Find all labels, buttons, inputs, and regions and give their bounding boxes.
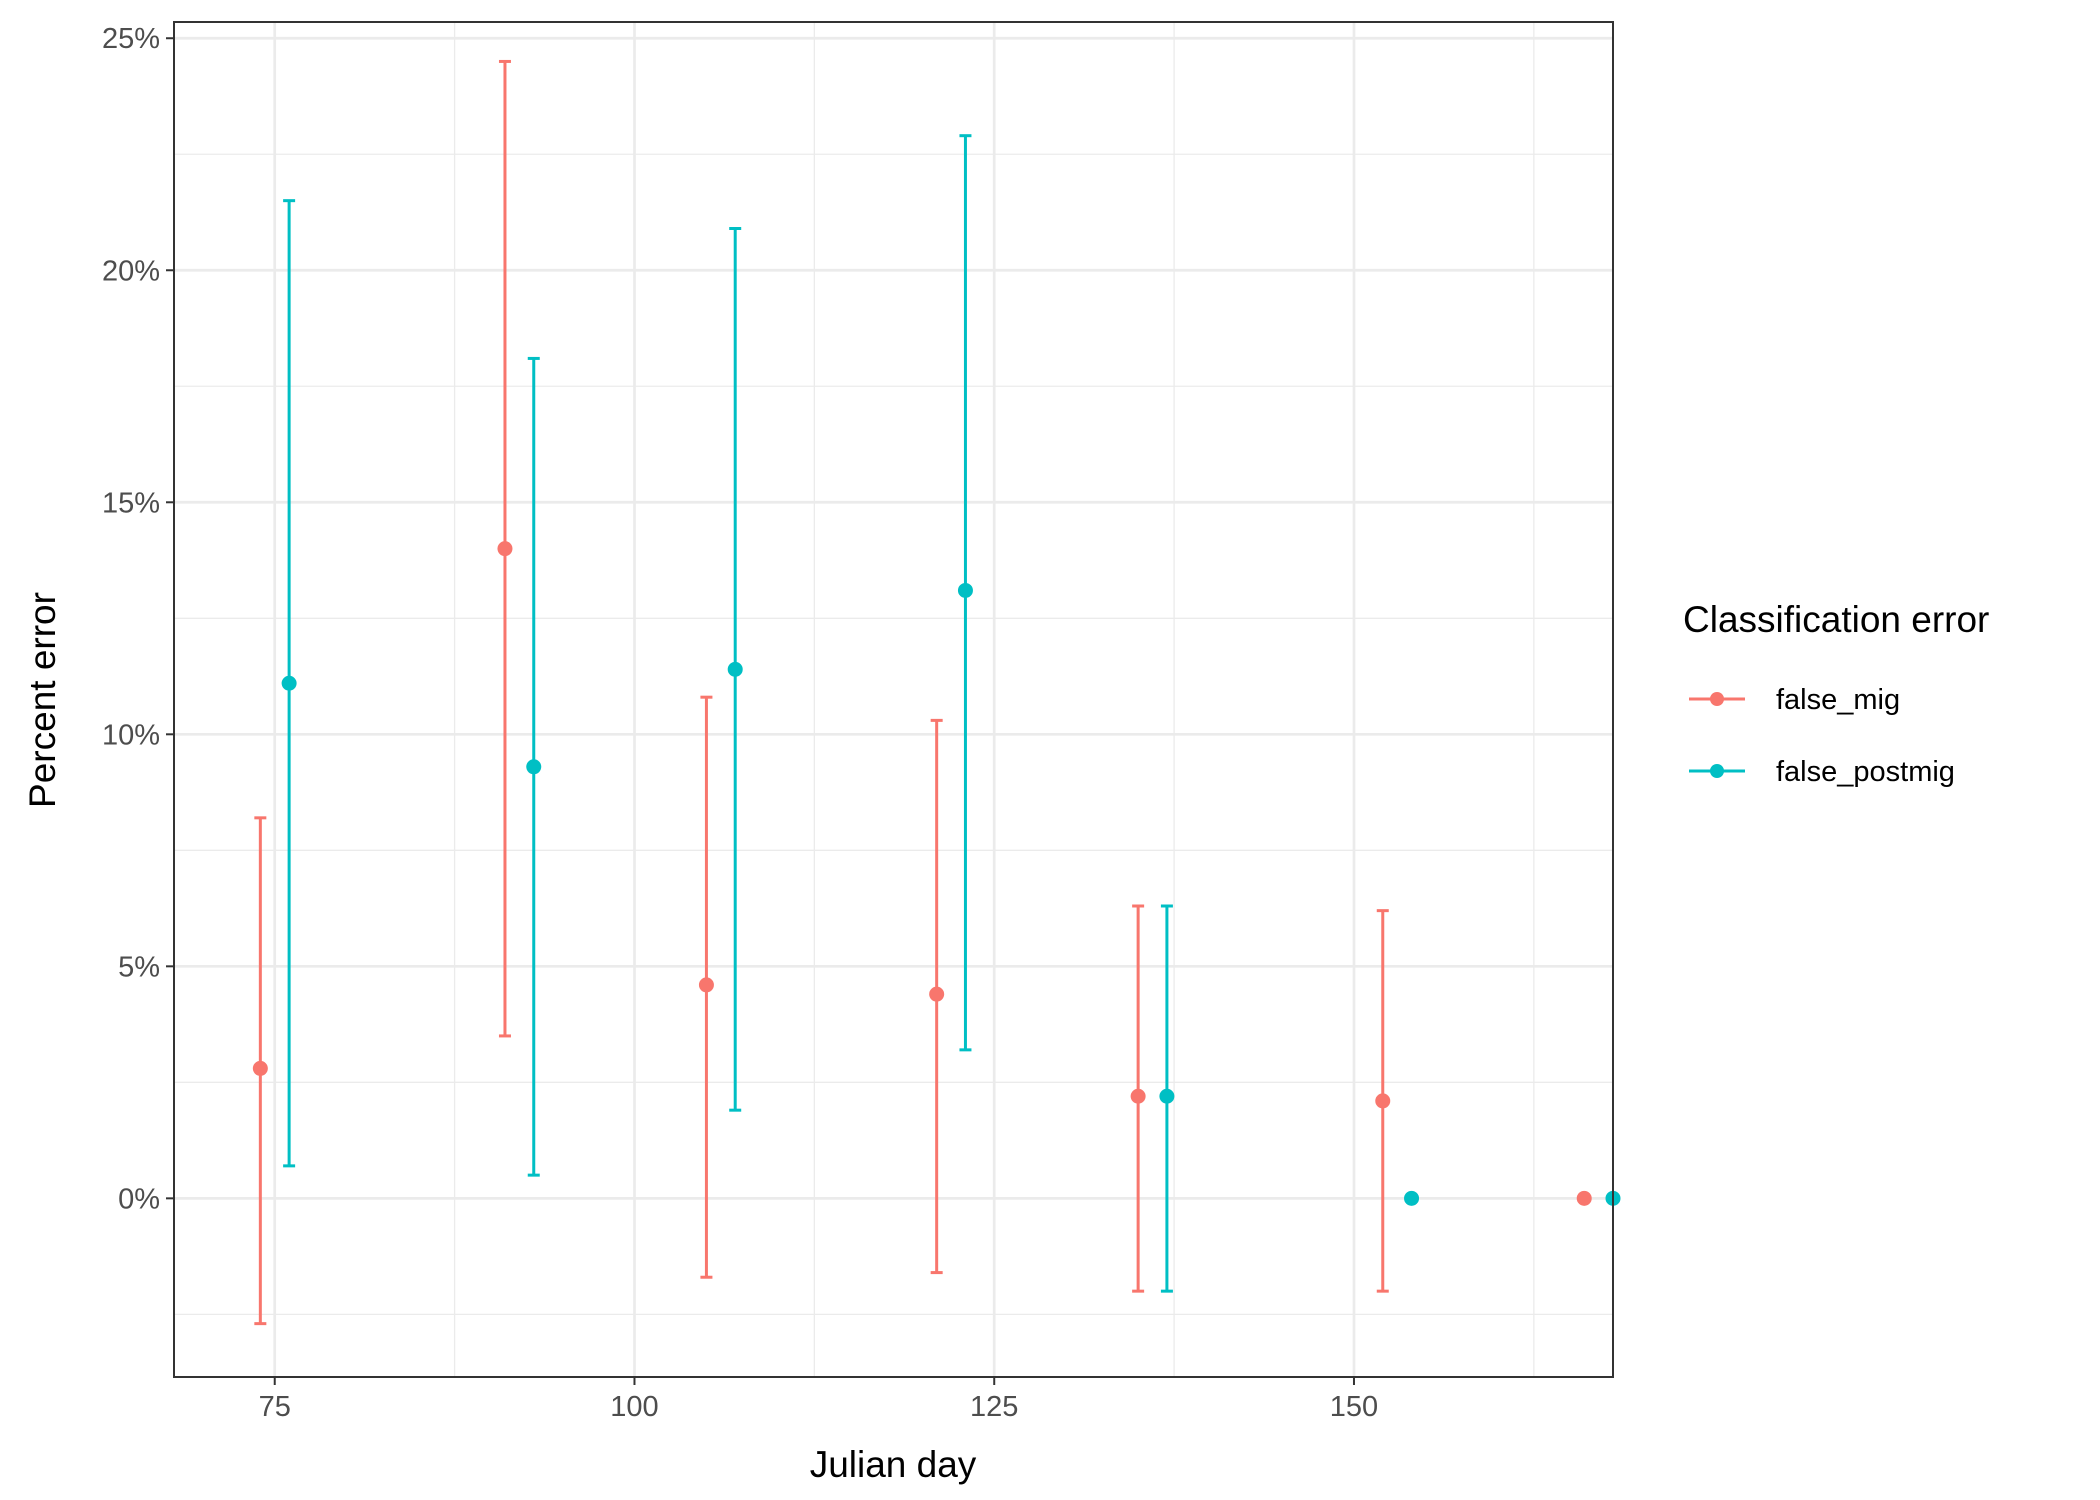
point-false-postmig	[281, 675, 297, 691]
legend-item-false-mig: false_mig	[1689, 684, 1900, 716]
y-tick-label: 0%	[118, 1183, 160, 1215]
point-false-mig	[1130, 1088, 1146, 1104]
legend: Classification error false_mig false_pos…	[1683, 599, 1989, 788]
legend-label-false-postmig: false_postmig	[1776, 756, 1955, 788]
point-false-mig	[1576, 1190, 1592, 1206]
y-tick-label: 20%	[102, 255, 160, 287]
major-gridlines	[174, 22, 1613, 1377]
y-tick-label: 15%	[102, 487, 160, 519]
legend-label-false-mig: false_mig	[1776, 684, 1900, 716]
panel-background	[174, 22, 1613, 1377]
point-false-mig	[1375, 1093, 1391, 1109]
y-axis-ticks: 0% 5% 10% 15% 20% 25%	[102, 23, 174, 1215]
x-axis-ticks: 75 100 125 150	[259, 1377, 1378, 1423]
x-tick-label: 150	[1330, 1391, 1378, 1423]
y-tick-label: 5%	[118, 951, 160, 983]
x-tick-label: 100	[610, 1391, 658, 1423]
y-tick-label: 10%	[102, 719, 160, 751]
point-false-postmig	[957, 582, 973, 598]
point-false-postmig	[727, 661, 743, 677]
y-axis-title: Percent error	[22, 592, 63, 808]
data-points	[252, 541, 1621, 1206]
legend-title: Classification error	[1683, 599, 1989, 640]
point-false-postmig	[526, 759, 542, 775]
x-tick-label: 75	[259, 1391, 291, 1423]
y-tick-label: 25%	[102, 23, 160, 55]
point-false-postmig	[1159, 1088, 1175, 1104]
panel-border	[173, 21, 1614, 1378]
x-axis-title: Julian day	[810, 1444, 977, 1485]
point-false-postmig	[1404, 1190, 1420, 1206]
minor-gridlines	[174, 22, 1613, 1377]
legend-item-false-postmig: false_postmig	[1689, 756, 1955, 788]
legend-key-point-false-postmig	[1710, 764, 1724, 778]
legend-key-point-false-mig	[1710, 692, 1724, 706]
point-false-mig	[497, 541, 513, 557]
point-false-mig	[252, 1060, 268, 1076]
point-false-mig	[698, 977, 714, 993]
point-false-mig	[929, 986, 945, 1002]
x-tick-label: 125	[970, 1391, 1018, 1423]
